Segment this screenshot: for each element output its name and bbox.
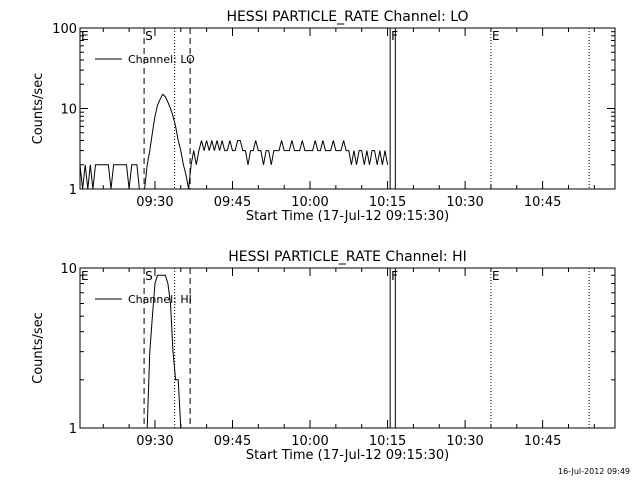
event-marker-label: E bbox=[81, 269, 89, 283]
chart-panel-1: HESSI PARTICLE_RATE Channel: LO 1 10 100 Cou… bbox=[31, 9, 616, 224]
x-tick-label: 09:30 bbox=[136, 434, 173, 449]
x-tick-label: 09:45 bbox=[214, 434, 251, 449]
x-tick-label: 10:00 bbox=[291, 195, 328, 210]
y-tick-label: 10 bbox=[60, 262, 77, 277]
x-tick-label: 09:45 bbox=[214, 195, 251, 210]
x-tick-label: 10:30 bbox=[446, 434, 483, 449]
event-marker-label: E bbox=[81, 29, 89, 43]
x-axis-label: Start Time (17-Jul-12 09:15:30) bbox=[246, 448, 449, 463]
event-marker-label: S bbox=[145, 29, 153, 43]
y-tick-label: 1 bbox=[69, 422, 77, 437]
y-tick-label: 1 bbox=[69, 183, 77, 198]
event-marker-label: F bbox=[391, 269, 398, 283]
y-tick-label: 10 bbox=[60, 103, 77, 118]
y-tick-label: 100 bbox=[52, 22, 77, 37]
event-marker-label: F bbox=[391, 29, 398, 43]
x-tick-label: 10:45 bbox=[524, 434, 561, 449]
x-tick-label: 10:45 bbox=[524, 195, 561, 210]
chart-panel-2: HESSI PARTICLE_RATE Channel: HI 1 10 Counts… bbox=[31, 249, 616, 463]
x-tick-label: 10:15 bbox=[369, 434, 406, 449]
x-tick-label: 10:00 bbox=[291, 434, 328, 449]
chart-title: HESSI PARTICLE_RATE Channel: HI bbox=[228, 249, 466, 265]
x-tick-label: 09:30 bbox=[136, 195, 173, 210]
chart-title: HESSI PARTICLE_RATE Channel: LO bbox=[226, 9, 468, 25]
y-axis-label: Counts/sec bbox=[31, 312, 46, 384]
footer-timestamp: 16-Jul-2012 09:49 bbox=[557, 467, 630, 476]
x-axis-label: Start Time (17-Jul-12 09:15:30) bbox=[246, 209, 449, 224]
event-marker-label: E bbox=[492, 269, 500, 283]
event-marker-label: E bbox=[492, 29, 500, 43]
legend-label: Channel: HI bbox=[128, 293, 192, 306]
series-line bbox=[146, 274, 182, 429]
series-line bbox=[79, 93, 389, 190]
x-tick-label: 10:15 bbox=[369, 195, 406, 210]
y-axis-label: Counts/sec bbox=[31, 73, 46, 145]
legend-label: Channel: LO bbox=[128, 53, 195, 66]
event-marker-label: S bbox=[145, 269, 153, 283]
plot-frame bbox=[79, 267, 616, 429]
x-tick-label: 10:30 bbox=[446, 195, 483, 210]
